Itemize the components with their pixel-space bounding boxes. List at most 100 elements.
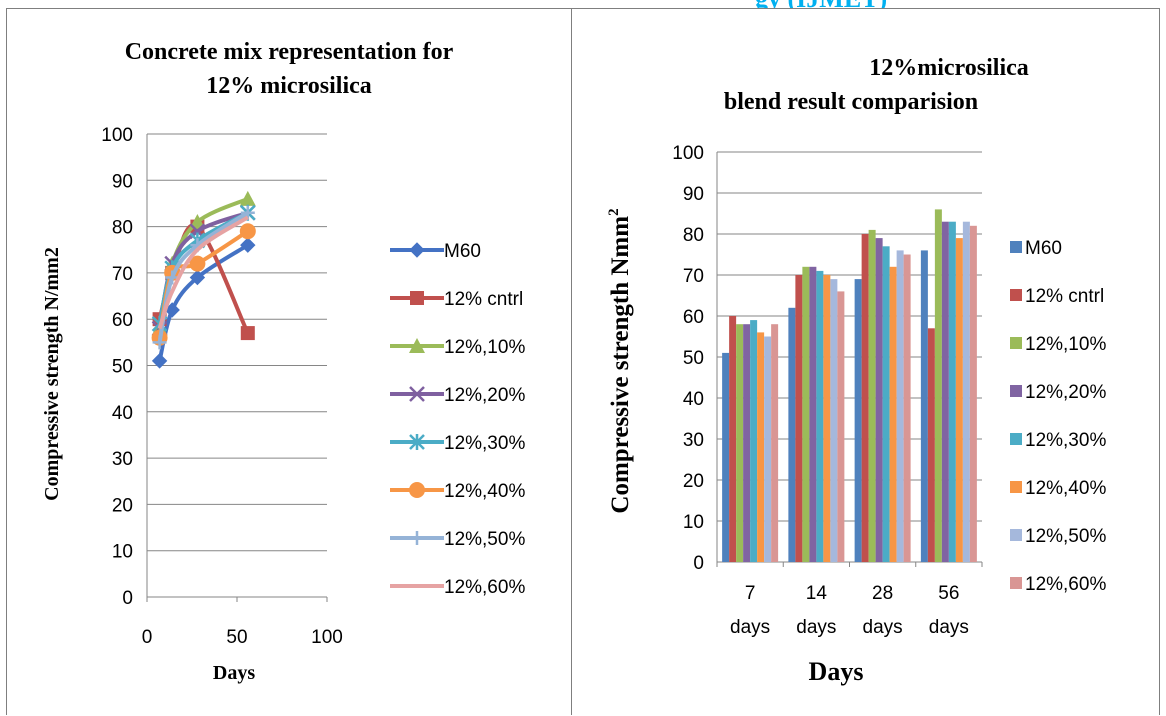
bar-legend-label-2: 12% cntrl — [1025, 286, 1104, 307]
bar-chart-panel: 12%microsilica blend result comparision … — [571, 8, 1160, 715]
line-chart-y-tick-20: 20 — [112, 495, 133, 516]
bar-chart-y-tick-labels: 0 10 20 30 40 50 60 70 80 90 100 — [672, 143, 704, 574]
line-series-1 — [151, 237, 256, 369]
bar-legend-swatch-1 — [1010, 241, 1022, 253]
bar-4-5 — [948, 221, 956, 562]
bar-2-3 — [802, 266, 810, 562]
bar-legend-entry-7: 12%,50% — [1010, 526, 1106, 547]
line-chart-y-tick-100: 100 — [101, 125, 133, 146]
bar-legend-entry-5: 12%,30% — [1010, 430, 1106, 451]
line-legend-marker-3 — [409, 338, 425, 353]
bar-chart-x-tick-4-line-1: 56 — [938, 583, 959, 604]
bar-chart-x-tick-2-line-1: 14 — [806, 583, 828, 604]
bar-legend-entry-1: M60 — [1010, 238, 1062, 259]
line-legend-entry-5: 12%,30% — [390, 433, 525, 454]
line-chart-y-tick-70: 70 — [112, 264, 133, 285]
line-legend-label-1: M60 — [444, 241, 481, 262]
bar-chart-x-tick-labels: 7 days 14 days 28 days 56 days — [730, 583, 969, 638]
bar-3-7 — [896, 250, 904, 562]
line-chart-y-axis-title: Compressive strength N/mm2 — [41, 247, 63, 501]
bar-3-2 — [861, 234, 869, 562]
line-chart-title-line-1: Concrete mix representation for — [125, 39, 454, 65]
bar-chart-y-tick-10: 10 — [683, 512, 704, 533]
bar-1-1 — [722, 352, 730, 562]
line-series-3-point-3 — [189, 213, 206, 229]
bar-chart-title-line-1: 12%microsilica — [869, 55, 1029, 81]
bar-3-8 — [903, 254, 911, 562]
bar-legend-label-3: 12%,10% — [1025, 334, 1106, 355]
line-legend-entry-2: 12% cntrl — [390, 289, 523, 310]
bar-chart-y-tick-0: 0 — [693, 553, 704, 574]
bar-chart-y-tick-20: 20 — [683, 471, 704, 492]
line-legend-label-4: 12%,20% — [444, 385, 525, 406]
line-legend-label-8: 12%,60% — [444, 577, 525, 598]
bar-3-5 — [882, 246, 890, 563]
line-series-1-point-3 — [189, 269, 206, 286]
line-chart-y-tick-40: 40 — [112, 403, 133, 424]
bar-legend-swatch-4 — [1010, 385, 1022, 397]
bar-chart-x-tick-2-line-2: days — [796, 617, 836, 638]
line-chart-y-tick-90: 90 — [112, 171, 133, 192]
line-series-3-point-4 — [239, 190, 256, 206]
line-legend-marker-1 — [409, 242, 425, 258]
line-chart-y-tick-30: 30 — [112, 449, 133, 470]
bar-legend-label-7: 12%,50% — [1025, 526, 1106, 547]
bar-1-3 — [736, 324, 744, 562]
bar-1-8 — [771, 324, 779, 562]
bar-1-4 — [743, 324, 751, 562]
bar-chart-legend: M60 12% cntrl 12%,10% 12%,20% 12%,30% 12%,40%… — [1010, 238, 1106, 595]
bar-chart-x-tick-1-line-2: days — [730, 617, 770, 638]
bar-1-2 — [729, 316, 737, 562]
bar-chart-y-tick-40: 40 — [683, 389, 704, 410]
bar-legend-entry-2: 12% cntrl — [1010, 286, 1104, 307]
bar-2-8 — [837, 291, 845, 562]
line-chart-y-tick-80: 80 — [112, 218, 133, 239]
bar-chart-y-tick-90: 90 — [683, 184, 704, 205]
line-chart-y-tick-labels: 0 10 20 30 40 50 60 70 80 90 100 — [101, 125, 133, 609]
line-legend-label-7: 12%,50% — [444, 529, 525, 550]
bar-legend-label-8: 12%,60% — [1025, 574, 1106, 595]
bar-2-2 — [795, 275, 803, 562]
line-chart: Concrete mix representation for 12% micr… — [41, 39, 525, 684]
line-series-1-point-4 — [240, 237, 256, 253]
bar-chart-x-tick-3-line-2: days — [863, 617, 903, 638]
line-legend-marker-4 — [409, 386, 425, 402]
bar-legend-swatch-3 — [1010, 337, 1022, 349]
bar-4-2 — [927, 328, 935, 562]
bar-chart-x-tick-3-line-1: 28 — [872, 583, 893, 604]
bar-legend-label-4: 12%,20% — [1025, 382, 1106, 403]
bar-chart-y-axis-title: Compressive strength Nmm2 — [606, 208, 634, 513]
bar-chart-y-tick-50: 50 — [683, 348, 704, 369]
bar-chart: 12%microsilica blend result comparision … — [606, 55, 1106, 686]
line-legend-label-5: 12%,30% — [444, 433, 525, 454]
line-chart-y-tick-10: 10 — [112, 542, 133, 563]
line-legend-marker-5 — [409, 434, 425, 450]
bar-chart-x-axis-title: Days — [809, 657, 864, 686]
line-legend-entry-3: 12%,10% — [390, 337, 525, 358]
bar-chart-title-line-2: blend result comparision — [724, 89, 978, 115]
bar-2-6 — [823, 275, 831, 562]
line-chart-x-axis-title: Days — [213, 662, 255, 684]
line-chart-panel: Concrete mix representation for 12% micr… — [6, 8, 572, 715]
bar-chart-y-tick-70: 70 — [683, 266, 704, 287]
line-legend-entry-8: 12%,60% — [390, 577, 525, 598]
bar-4-1 — [920, 250, 928, 562]
bar-2-5 — [816, 270, 824, 562]
line-legend-entry-1: M60 — [390, 241, 481, 262]
bar-legend-entry-8: 12%,60% — [1010, 574, 1106, 595]
bar-4-8 — [969, 225, 977, 563]
bar-legend-label-1: M60 — [1025, 238, 1062, 259]
bar-legend-entry-3: 12%,10% — [1010, 334, 1106, 355]
bar-1-5 — [750, 320, 758, 562]
bar-legend-swatch-5 — [1010, 433, 1022, 445]
line-series-6-point-3 — [189, 255, 206, 272]
line-legend-entry-4: 12%,20% — [390, 385, 525, 406]
line-legend-marker-7 — [410, 531, 424, 545]
line-series-2-point-4 — [240, 326, 255, 341]
line-chart-gridlines — [146, 133, 328, 602]
line-chart-title-line-2: 12% microsilica — [206, 73, 372, 99]
line-legend-marker-2 — [410, 291, 424, 305]
bar-4-6 — [955, 238, 963, 562]
bar-legend-label-5: 12%,30% — [1025, 430, 1106, 451]
page-header-fragment: gy (IJMET) — [755, 0, 1015, 8]
